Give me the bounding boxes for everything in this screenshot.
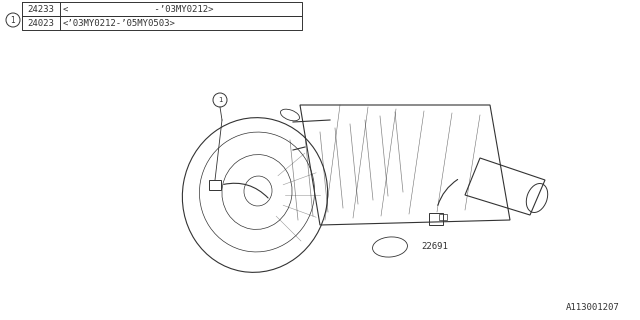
Text: <                -’03MY0212>: < -’03MY0212>: [63, 4, 214, 13]
Text: 1: 1: [11, 15, 15, 25]
Text: 24233: 24233: [28, 4, 54, 13]
Text: 24023: 24023: [28, 19, 54, 28]
Text: A113001207: A113001207: [566, 303, 620, 312]
Text: 1: 1: [218, 97, 222, 103]
Text: 22691: 22691: [422, 242, 449, 251]
Text: <’03MY0212-’05MY0503>: <’03MY0212-’05MY0503>: [63, 19, 176, 28]
